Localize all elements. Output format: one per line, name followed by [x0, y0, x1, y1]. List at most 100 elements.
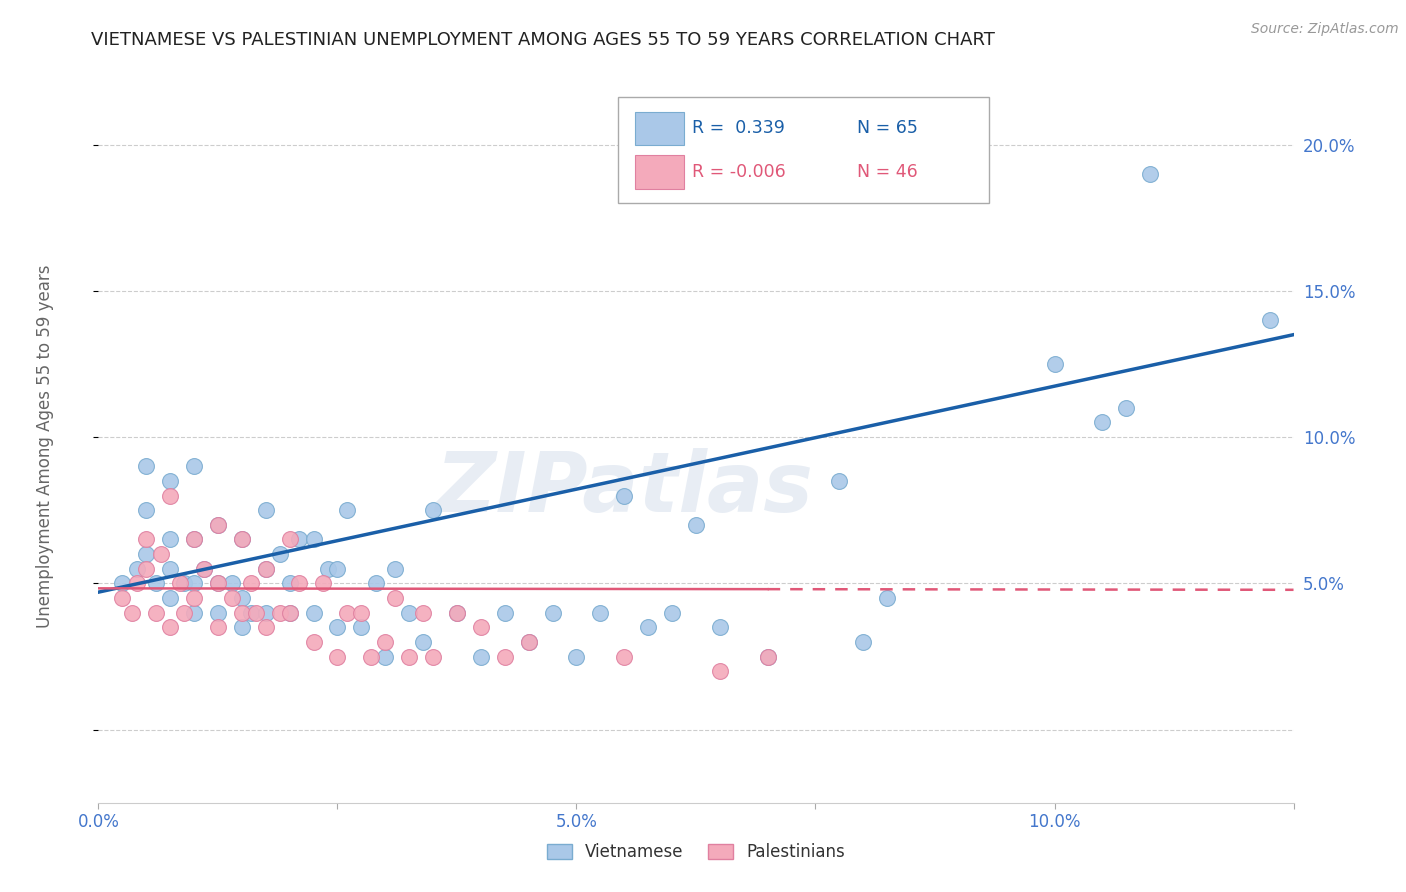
- Point: [637, 620, 659, 634]
- Point: [207, 620, 229, 634]
- Point: [589, 606, 612, 620]
- Point: [446, 606, 468, 620]
- Point: [183, 533, 205, 547]
- Point: [326, 620, 349, 634]
- Point: [121, 606, 143, 620]
- Point: [221, 576, 243, 591]
- Point: [312, 576, 335, 591]
- Point: [876, 591, 898, 605]
- Point: [207, 517, 229, 532]
- Point: [685, 517, 707, 532]
- Point: [231, 533, 253, 547]
- Point: [709, 664, 731, 678]
- Point: [183, 591, 205, 605]
- Point: [159, 533, 181, 547]
- Point: [278, 606, 301, 620]
- Point: [374, 635, 396, 649]
- Point: [278, 606, 301, 620]
- Point: [207, 576, 229, 591]
- Point: [125, 562, 148, 576]
- FancyBboxPatch shape: [619, 97, 988, 203]
- Text: R =  0.339: R = 0.339: [692, 120, 786, 137]
- Text: VIETNAMESE VS PALESTINIAN UNEMPLOYMENT AMONG AGES 55 TO 59 YEARS CORRELATION CHA: VIETNAMESE VS PALESTINIAN UNEMPLOYMENT A…: [91, 31, 995, 49]
- Point: [288, 576, 311, 591]
- Point: [384, 562, 406, 576]
- Point: [269, 606, 291, 620]
- Point: [852, 635, 875, 649]
- Point: [412, 606, 434, 620]
- Point: [207, 606, 229, 620]
- Text: R = -0.006: R = -0.006: [692, 163, 786, 181]
- Point: [173, 576, 195, 591]
- Point: [135, 503, 157, 517]
- Point: [254, 606, 277, 620]
- FancyBboxPatch shape: [636, 112, 685, 145]
- Point: [350, 620, 373, 634]
- Point: [159, 489, 181, 503]
- Point: [1139, 167, 1161, 181]
- Point: [422, 649, 444, 664]
- Point: [240, 576, 263, 591]
- Point: [111, 591, 134, 605]
- Point: [135, 562, 157, 576]
- Point: [183, 606, 205, 620]
- Point: [193, 562, 215, 576]
- Point: [828, 474, 851, 488]
- Point: [756, 649, 779, 664]
- Point: [565, 649, 588, 664]
- Point: [145, 606, 167, 620]
- Point: [541, 606, 564, 620]
- Point: [183, 533, 205, 547]
- Text: Unemployment Among Ages 55 to 59 years: Unemployment Among Ages 55 to 59 years: [37, 264, 53, 628]
- Text: N = 65: N = 65: [858, 120, 918, 137]
- Point: [231, 620, 253, 634]
- Point: [661, 606, 683, 620]
- Point: [350, 606, 373, 620]
- Point: [207, 517, 229, 532]
- Point: [517, 635, 540, 649]
- Point: [183, 459, 205, 474]
- Point: [302, 533, 325, 547]
- Point: [384, 591, 406, 605]
- Point: [111, 576, 134, 591]
- Point: [494, 649, 516, 664]
- Point: [613, 649, 636, 664]
- Point: [221, 591, 243, 605]
- Point: [159, 620, 181, 634]
- Point: [517, 635, 540, 649]
- Point: [494, 606, 516, 620]
- Text: Source: ZipAtlas.com: Source: ZipAtlas.com: [1251, 22, 1399, 37]
- FancyBboxPatch shape: [636, 155, 685, 189]
- Point: [159, 591, 181, 605]
- Point: [254, 562, 277, 576]
- Point: [278, 533, 301, 547]
- Legend: Vietnamese, Palestinians: Vietnamese, Palestinians: [540, 837, 852, 868]
- Point: [446, 606, 468, 620]
- Point: [1043, 357, 1066, 371]
- Text: ZIPatlas: ZIPatlas: [436, 448, 813, 529]
- Point: [183, 576, 205, 591]
- Point: [159, 474, 181, 488]
- Point: [135, 533, 157, 547]
- Point: [207, 576, 229, 591]
- Point: [470, 620, 492, 634]
- Point: [245, 606, 267, 620]
- Point: [374, 649, 396, 664]
- Point: [326, 649, 349, 664]
- Point: [756, 649, 779, 664]
- Point: [125, 576, 148, 591]
- Point: [326, 562, 349, 576]
- Point: [422, 503, 444, 517]
- Point: [302, 606, 325, 620]
- Point: [316, 562, 339, 576]
- Point: [254, 503, 277, 517]
- Point: [135, 547, 157, 561]
- Point: [1115, 401, 1137, 415]
- Point: [173, 606, 195, 620]
- Point: [336, 606, 359, 620]
- Point: [613, 489, 636, 503]
- Point: [169, 576, 191, 591]
- Point: [231, 591, 253, 605]
- Point: [269, 547, 291, 561]
- Text: N = 46: N = 46: [858, 163, 918, 181]
